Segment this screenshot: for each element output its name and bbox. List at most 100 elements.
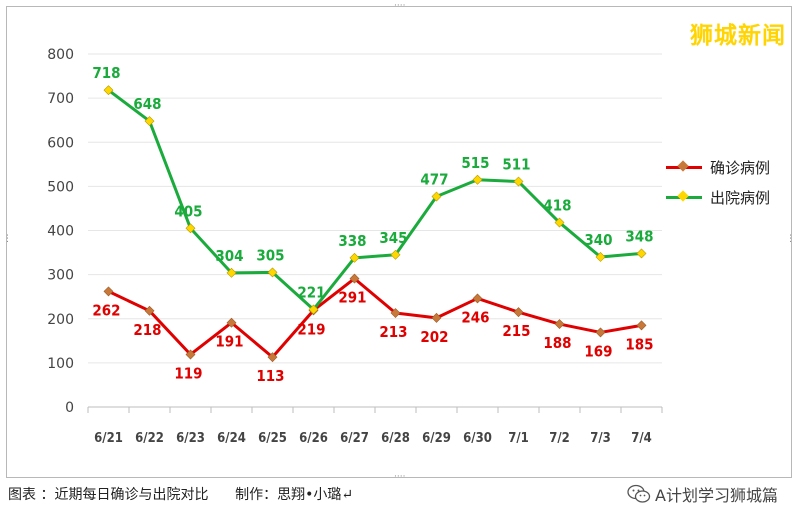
data-label-discharged: 405 (174, 202, 202, 220)
data-point-confirmed (431, 312, 442, 323)
y-tick-label: 800 (47, 47, 74, 63)
data-point-discharged (103, 85, 114, 96)
data-label-confirmed: 188 (543, 334, 571, 352)
data-point-discharged (636, 248, 647, 259)
resize-handle-top[interactable]: ···· (394, 1, 406, 11)
data-label-confirmed: 113 (256, 367, 284, 385)
data-label-confirmed: 218 (133, 321, 161, 339)
data-label-discharged: 348 (625, 227, 653, 245)
x-tick-label: 7/4 (631, 431, 652, 446)
data-point-confirmed (267, 352, 278, 363)
y-tick-label: 600 (47, 135, 74, 151)
data-point-confirmed (513, 307, 524, 318)
y-tick-label: 400 (47, 224, 74, 240)
legend-label-discharged: 出院病例 (710, 188, 771, 207)
data-point-confirmed (349, 273, 360, 284)
x-tick-label: 6/22 (135, 431, 164, 446)
data-point-confirmed (226, 317, 237, 328)
data-point-discharged (554, 217, 565, 228)
data-point-confirmed (103, 286, 114, 297)
y-axis: 0 100 200 300 400 500 600 700 800 (47, 47, 74, 416)
watermark-text: A计划学习狮城篇 (655, 486, 778, 505)
data-label-confirmed: 185 (625, 335, 653, 353)
x-tick-label: 7/1 (508, 431, 529, 446)
caption-footer: 图表 ：近期每日确诊与出院对比 制作：思翔•小璐↵ (8, 484, 353, 504)
data-point-discharged (349, 252, 360, 263)
y-tick-label: 500 (47, 179, 74, 195)
author-credit: 制作：思翔•小璐↵ (235, 487, 354, 503)
x-tick-label: 6/28 (381, 431, 410, 446)
data-label-discharged: 338 (338, 232, 366, 250)
series-group: 262 218 119 191 113 219 291 213 202 246 215 188 169 1… (92, 64, 653, 385)
data-point-discharged (431, 191, 442, 202)
data-point-discharged (472, 174, 483, 185)
data-point-discharged (390, 249, 401, 260)
data-label-confirmed: 215 (502, 322, 530, 340)
legend-swatch-discharged (664, 190, 704, 203)
x-tick-label: 6/29 (422, 431, 451, 446)
data-label-confirmed: 213 (379, 323, 407, 341)
y-tick-label: 300 (47, 268, 74, 284)
wechat-icon (627, 484, 651, 503)
y-tick-label: 0 (65, 400, 74, 416)
resize-handle-left[interactable]: ⋮ (3, 234, 12, 244)
x-tick-label: 6/24 (217, 431, 246, 446)
data-label-confirmed: 219 (297, 320, 325, 338)
data-label-confirmed: 291 (338, 289, 366, 307)
data-label-discharged: 511 (502, 156, 530, 174)
data-point-discharged (308, 304, 319, 315)
x-tick-label: 6/26 (299, 431, 328, 446)
legend-swatch-confirmed (664, 160, 704, 173)
data-point-discharged (513, 176, 524, 187)
data-label-discharged: 221 (297, 283, 325, 301)
data-point-discharged (595, 252, 606, 262)
grid-lines (88, 53, 662, 364)
brand-logo-text: 狮城新闻 (690, 23, 786, 49)
x-tick-label: 7/3 (590, 431, 611, 446)
data-label-discharged: 305 (256, 246, 284, 264)
data-point-confirmed (144, 305, 155, 316)
legend-item-discharged: 出院病例 (664, 182, 770, 212)
data-label-discharged: 418 (543, 197, 571, 215)
data-point-discharged (185, 223, 196, 234)
data-point-confirmed (554, 319, 565, 329)
caption-text: 图表 ：近期每日确诊与出院对比 (8, 487, 209, 503)
data-label-confirmed: 169 (584, 342, 612, 360)
data-label-discharged: 718 (92, 64, 120, 82)
data-point-discharged (226, 267, 237, 278)
data-label-confirmed: 246 (461, 308, 489, 326)
series-line-discharged (107, 88, 642, 311)
data-label-confirmed: 262 (92, 301, 120, 319)
data-label-confirmed: 191 (215, 333, 243, 351)
legend-label-confirmed: 确诊病例 (710, 158, 771, 177)
series-line-confirmed (107, 277, 642, 359)
data-point-confirmed (185, 349, 196, 360)
x-axis: 6/21 6/22 6/23 6/24 6/25 6/26 6/27 6/28 6/29 6/30… (87, 406, 663, 446)
data-point-confirmed (595, 327, 606, 338)
data-point-confirmed (636, 320, 647, 331)
data-label-confirmed: 202 (420, 328, 448, 346)
legend: 确诊病例 出院病例 (664, 152, 770, 212)
y-tick-label: 700 (47, 91, 74, 107)
x-tick-label: 6/23 (176, 431, 205, 446)
data-label-confirmed: 119 (174, 364, 202, 382)
x-tick-label: 6/25 (258, 431, 287, 446)
resize-handle-bottom[interactable]: ···· (394, 472, 406, 482)
data-label-discharged: 477 (420, 171, 448, 189)
y-tick-label: 100 (47, 356, 74, 372)
x-tick-label: 6/27 (340, 431, 369, 446)
data-point-discharged (267, 267, 278, 278)
data-label-discharged: 648 (133, 95, 161, 113)
data-label-discharged: 304 (215, 247, 243, 265)
chart-frame: ···· ···· ⋮ ⋮ (3, 2, 795, 482)
data-point-discharged (144, 116, 155, 127)
watermark: A计划学习狮城篇 (627, 482, 778, 506)
x-tick-label: 7/2 (549, 431, 570, 446)
x-tick-label: 6/21 (94, 431, 123, 446)
data-label-discharged: 345 (379, 229, 407, 247)
data-point-confirmed (472, 293, 483, 304)
data-point-confirmed (390, 308, 401, 318)
data-label-discharged: 515 (461, 154, 489, 172)
resize-handle-right[interactable]: ⋮ (786, 234, 795, 244)
